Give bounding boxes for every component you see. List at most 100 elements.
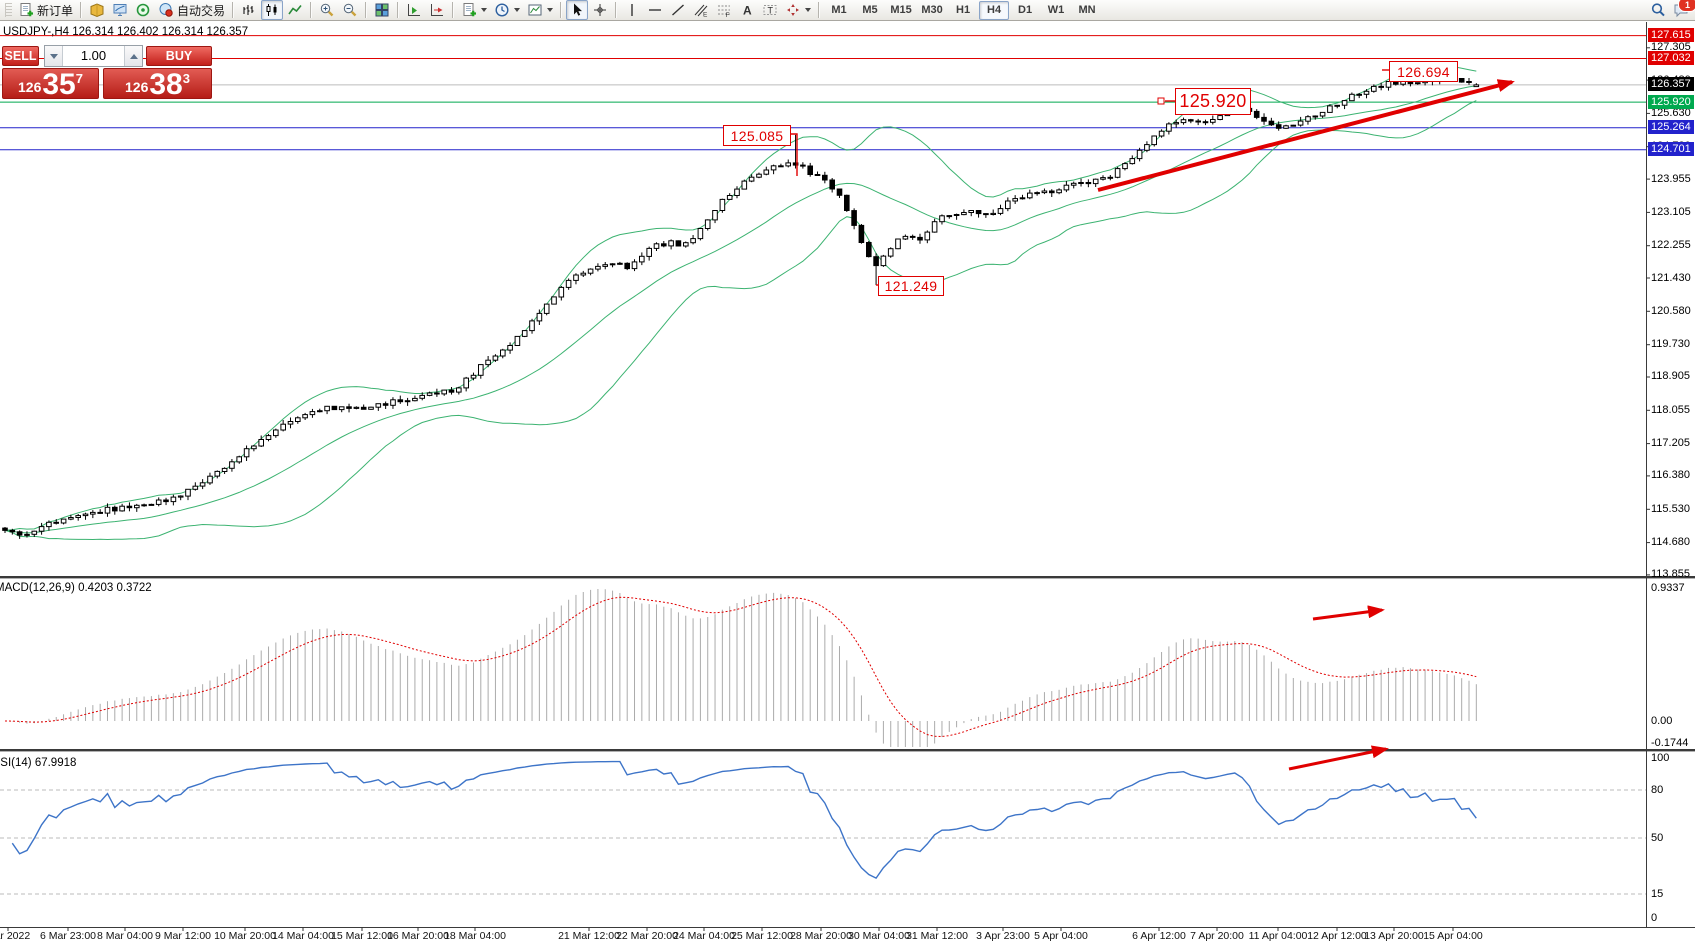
zoom-in-button[interactable]: [316, 0, 338, 20]
text-label-button[interactable]: T: [759, 0, 781, 20]
price-tick-label: 118.055: [1651, 403, 1690, 416]
toolbar-separator: [365, 2, 368, 18]
time-label: 15 Apr 04:00: [1423, 930, 1483, 942]
buy-price[interactable]: 126 38 3: [103, 68, 212, 100]
price-tick-label: 114.680: [1651, 536, 1690, 549]
price-tick-label: 125.630: [1651, 106, 1691, 119]
price-tick-label: 120.580: [1651, 304, 1691, 317]
timeframe-button-m5[interactable]: M5: [862, 4, 878, 16]
toolbar-separator: [397, 2, 400, 18]
buy-button[interactable]: BUY: [146, 46, 212, 66]
macd-scale-label: 0.00: [1651, 715, 1673, 727]
macd-scale-label: 0.9337: [1651, 582, 1685, 594]
templates-button[interactable]: [524, 0, 556, 20]
time-label: 15 Mar 12:00: [331, 930, 393, 942]
candles: [2, 71, 1480, 539]
timeframe-button-m1[interactable]: M1: [831, 4, 847, 16]
pane-divider-rsi[interactable]: [0, 749, 1695, 752]
market-watch-button[interactable]: [109, 0, 131, 20]
price-badge: 127.032: [1648, 50, 1694, 65]
toolbar-grip: [5, 3, 12, 17]
toolbar-button-label: 新订单: [37, 3, 74, 18]
horizontal-line-button[interactable]: [644, 0, 666, 20]
search-button[interactable]: [1647, 0, 1669, 20]
profiles-button[interactable]: [86, 0, 108, 20]
tile-windows-button[interactable]: [371, 0, 393, 20]
bar-chart-button[interactable]: [238, 0, 260, 20]
time-label: 3 Apr 23:00: [976, 930, 1030, 942]
price-callout-label[interactable]: 125.085: [723, 125, 791, 146]
macd-indicator-label: MACD(12,26,9) 0.4203 0.3722: [0, 582, 152, 594]
volume-input[interactable]: 1.00: [80, 48, 107, 63]
textA-icon: A: [739, 2, 755, 18]
zoom-out-button[interactable]: [339, 0, 361, 20]
time-label: 22 Mar 20:00: [616, 930, 678, 942]
channel-icon: E: [693, 2, 709, 18]
chevron-down-icon: [805, 8, 812, 12]
line-chart-button[interactable]: [284, 0, 306, 20]
timeframe-button-w1[interactable]: W1: [1047, 4, 1065, 16]
rsi-scale-label: 100: [1651, 752, 1670, 764]
main-toolbar: 新订单 自动交易 E F A T M1 M5 M15 M30 H1 H4 D1 W1 MN 1: [0, 0, 1695, 21]
new-chart-button[interactable]: [458, 0, 490, 20]
price-tick-label: 119.730: [1651, 338, 1690, 351]
signal-green-icon: [135, 2, 151, 18]
cursor-button[interactable]: [566, 0, 589, 20]
chart-shift-button[interactable]: [426, 0, 448, 20]
sell-price[interactable]: 126 35 7: [2, 68, 99, 100]
trendline-button[interactable]: [667, 0, 689, 20]
auto-trading-button[interactable]: 自动交易: [155, 0, 228, 20]
vertical-line-button[interactable]: [621, 0, 643, 20]
vline-icon: [624, 2, 640, 18]
price-badge: 124.701: [1648, 142, 1694, 157]
price-callout-label[interactable]: 126.694: [1389, 61, 1458, 82]
price-tick-label: 117.205: [1651, 437, 1690, 450]
toolbar-separator: [80, 2, 83, 18]
monitor-blue-icon: [112, 2, 128, 18]
periods-button[interactable]: [491, 0, 523, 20]
price-tick-label: 123.105: [1651, 205, 1691, 218]
candles-icon: [264, 2, 280, 18]
crosshair-button[interactable]: [589, 0, 611, 20]
search-icon: [1650, 2, 1666, 18]
time-label: 7 Apr 20:00: [1190, 930, 1244, 942]
svg-text:E: E: [703, 12, 708, 19]
timeframe-button-h1[interactable]: H1: [956, 4, 971, 16]
notifications-button[interactable]: 1: [1670, 0, 1695, 20]
timeframe-button-m15[interactable]: M15: [890, 4, 912, 16]
time-label: 10 Mar 20:00: [214, 930, 276, 942]
signals-button[interactable]: [132, 0, 154, 20]
toolbar-separator: [560, 2, 563, 18]
volume-increase-button[interactable]: [124, 46, 142, 66]
timeframe-button-m30[interactable]: M30: [921, 4, 943, 16]
svg-text:F: F: [726, 12, 730, 18]
sell-button[interactable]: SELL: [2, 46, 39, 66]
rsi-scale-label: 80: [1651, 784, 1664, 796]
pane-divider-macd[interactable]: [0, 576, 1695, 579]
price-tick-label: 116.380: [1651, 469, 1690, 482]
price-callout-label[interactable]: 125.920: [1175, 88, 1251, 115]
chart-plot-area[interactable]: USDJPY-,H4 126.314 126.402 126.314 126.3…: [0, 22, 1695, 944]
hline-icon: [647, 2, 663, 18]
volume-decrease-button[interactable]: [45, 46, 63, 66]
candlestick-chart-button[interactable]: [261, 0, 284, 20]
time-label: 9 Mar 12:00: [154, 930, 212, 942]
equidistant-channel-button[interactable]: E: [690, 0, 712, 20]
price-callout-label[interactable]: 121.249: [878, 276, 944, 296]
time-label: 5 Apr 04:00: [1034, 930, 1088, 942]
text-button[interactable]: A: [736, 0, 758, 20]
trend-arrow: [1288, 745, 1389, 771]
macd-scale-label: -0.1744: [1651, 737, 1689, 749]
time-label: 6 Apr 12:00: [1132, 930, 1186, 942]
volume-stepper[interactable]: 1.00: [44, 45, 143, 67]
timeframe-button-h4[interactable]: H4: [979, 0, 1010, 20]
timeframe-button-mn[interactable]: MN: [1078, 4, 1096, 16]
auto-scroll-button[interactable]: [403, 0, 425, 20]
new-order-button[interactable]: 新订单: [15, 0, 76, 20]
timeframe-button-d1[interactable]: D1: [1018, 4, 1033, 16]
rsi-indicator-label: RSI(14) 67.9918: [0, 757, 77, 769]
macd-histogram: [11, 589, 1477, 747]
fibonacci-button[interactable]: F: [713, 0, 735, 20]
price-badge: 125.264: [1648, 120, 1694, 135]
arrows-button[interactable]: [782, 0, 814, 20]
